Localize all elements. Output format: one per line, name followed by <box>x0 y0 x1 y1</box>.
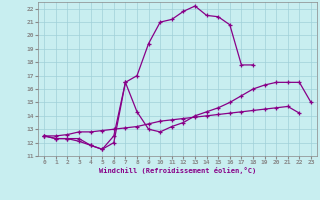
X-axis label: Windchill (Refroidissement éolien,°C): Windchill (Refroidissement éolien,°C) <box>99 167 256 174</box>
